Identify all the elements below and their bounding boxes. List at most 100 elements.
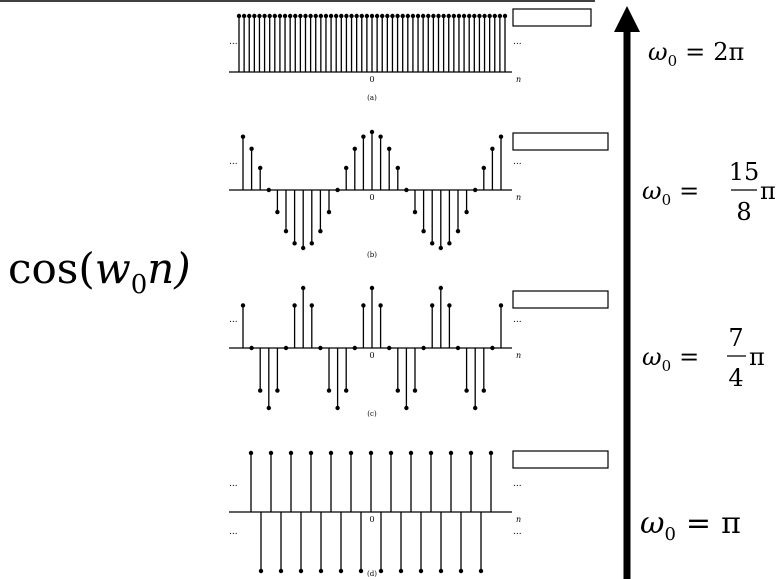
stem-dot (268, 450, 274, 456)
origin-label: 0 (369, 351, 374, 360)
stem-dot (438, 245, 443, 251)
ellipsis-left: ... (229, 157, 238, 167)
stem-dot (412, 209, 418, 215)
stem-dot (344, 13, 349, 19)
svg-text:cos(w0n): cos(w0n) (8, 244, 191, 300)
ellipsis-right: ... (513, 37, 522, 47)
main-function-label: cos(w0n) (8, 244, 191, 300)
stem-dot (458, 568, 464, 574)
freq-label-c-den: 4 (728, 364, 743, 392)
answer-box-d (512, 450, 609, 469)
stem-dot (318, 568, 324, 574)
stem-dot (492, 13, 497, 19)
stem-dot (455, 228, 461, 234)
stem-dot (267, 13, 272, 19)
stem-dot (380, 13, 385, 19)
stem-panel-c: ... ... 0 n (c) (229, 285, 522, 418)
stem-dot (364, 13, 370, 19)
panel-caption: (d) (367, 570, 377, 578)
stem-dot (301, 245, 306, 251)
stem-dot (308, 450, 314, 456)
freq-label-c-num: 7 (728, 324, 743, 352)
stem-dot (388, 450, 394, 456)
stem-dot (431, 13, 436, 19)
stem-dot (447, 241, 452, 246)
stem-panel-b: ... ... 0 n (b) (229, 129, 522, 259)
stem-dot (369, 13, 375, 19)
main-label-prefix: cos( (8, 244, 95, 293)
stem-dot (240, 134, 246, 139)
stem-dot (344, 388, 349, 393)
stem-dot (318, 228, 323, 234)
stem-dot (278, 568, 284, 574)
ellipsis-left: ... (229, 315, 238, 325)
stem-dot (333, 13, 339, 19)
stem-dot (301, 285, 306, 291)
stem-dot (436, 13, 441, 19)
stem-dot (395, 13, 400, 19)
main-label-tail: n) (147, 244, 190, 293)
stem-dot (287, 13, 293, 19)
stem-dot (249, 345, 254, 351)
stem-dot (415, 13, 421, 19)
freq-label-c-lhs: ω0 = (642, 343, 699, 375)
stem-dot (241, 13, 247, 19)
stem-dot (478, 568, 484, 574)
stem-dot (298, 13, 303, 19)
stem-dot (412, 388, 418, 393)
stem-dot (482, 13, 487, 19)
stem-dot (498, 303, 504, 308)
stem-dot (293, 13, 298, 19)
stem-plot-panels: ... ... 0 n (a)... ... 0 n (b)... ... 0 n (c).......… (229, 13, 522, 578)
stem-dot (420, 13, 426, 19)
stem-dot (298, 568, 304, 574)
panel-caption: (b) (367, 251, 377, 259)
stem-dot (438, 285, 443, 291)
stem-dot (338, 568, 344, 574)
stem-dot (408, 450, 414, 456)
stem-dot (369, 129, 375, 135)
ellipsis-right: ... (513, 315, 522, 325)
stem-dot (490, 345, 495, 351)
answer-box-b (512, 132, 609, 151)
stem-dot (466, 13, 472, 19)
stem-dot (318, 13, 324, 19)
stem-dot (418, 568, 424, 574)
stem-dot (318, 345, 323, 351)
stem-dot (378, 303, 383, 308)
stem-dot (385, 13, 390, 19)
stem-dot (448, 450, 454, 456)
stem-dot (473, 187, 478, 193)
freq-label-b-num: 15 (729, 158, 760, 186)
stem-dot (288, 450, 294, 456)
stem-dot (400, 13, 405, 19)
axis-n-label: n (516, 515, 521, 524)
main-label-sub: 0 (131, 270, 148, 300)
stem-dot (398, 568, 404, 574)
stem-dot (257, 13, 262, 19)
stem-dot (456, 13, 462, 19)
freq-label-b-den: 8 (736, 198, 751, 226)
stem-dot (308, 13, 313, 19)
panel-caption: (a) (367, 94, 377, 102)
stem-dot (361, 134, 366, 139)
stem-panel-a: ... ... 0 n (a) (229, 13, 522, 102)
frequency-arrow (614, 6, 640, 579)
answer-box-a (512, 8, 592, 27)
ellipsis-right: ... (513, 157, 522, 167)
origin-label: 0 (369, 193, 374, 202)
stem-dot (455, 345, 461, 351)
arrow-head-icon (614, 6, 640, 32)
ellipsis-left: ... (229, 37, 238, 47)
stem-dot (352, 146, 357, 152)
stem-dot (468, 450, 474, 456)
stem-dot (387, 146, 392, 152)
freq-label-b-lhs: ω0 = (642, 177, 699, 209)
stem-dot (292, 303, 297, 308)
main-label-var: w (95, 244, 131, 293)
stem-dot (339, 13, 344, 19)
stem-dot (258, 388, 263, 393)
stem-dot (335, 187, 340, 193)
stem-dot (441, 13, 446, 19)
stem-dot (282, 13, 288, 19)
